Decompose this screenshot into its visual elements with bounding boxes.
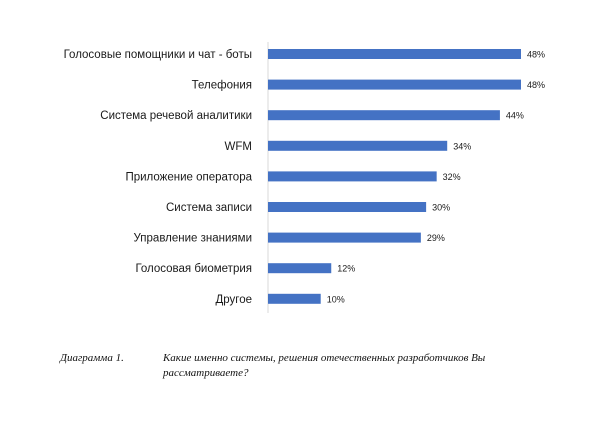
data-label: 48% [527,80,545,90]
caption-number: Диаграмма 1. [60,352,124,364]
data-label: 29% [427,233,445,243]
category-label: Система записи [166,202,252,214]
data-label: 32% [443,172,461,182]
data-label: 48% [527,50,545,60]
bar [268,79,521,90]
caption-text: Какие именно системы, решения отечествен… [163,352,486,379]
bar [268,202,427,212]
bar [268,171,437,182]
data-label: 10% [327,294,345,304]
category-label: Другое [215,294,252,306]
category-label: Система речевой аналитики [100,110,252,122]
bar [268,110,500,121]
bar-series: Голосовые помощники и чат - боты 48% Телеф… [64,49,545,306]
category-label: Приложение оператора [125,171,252,183]
category-label: WFM [225,141,252,153]
bar [268,232,421,243]
bar [268,263,332,274]
category-label: Голосовая биометрия [135,263,252,275]
figure-caption: Диаграмма 1. Какие именно системы, решен… [0,351,597,391]
category-label: Управление знаниями [134,233,252,245]
bar [268,49,521,59]
bar-chart: Голосовые помощники и чат - боты 48% Телеф… [64,42,545,313]
data-label: 44% [506,111,524,121]
data-label: 30% [432,203,450,213]
category-label: Телефония [192,80,252,92]
bar [268,293,321,304]
data-label: 34% [453,141,471,151]
data-label: 12% [337,264,355,274]
bar [268,140,448,151]
category-label: Голосовые помощники и чат - боты [64,49,252,61]
